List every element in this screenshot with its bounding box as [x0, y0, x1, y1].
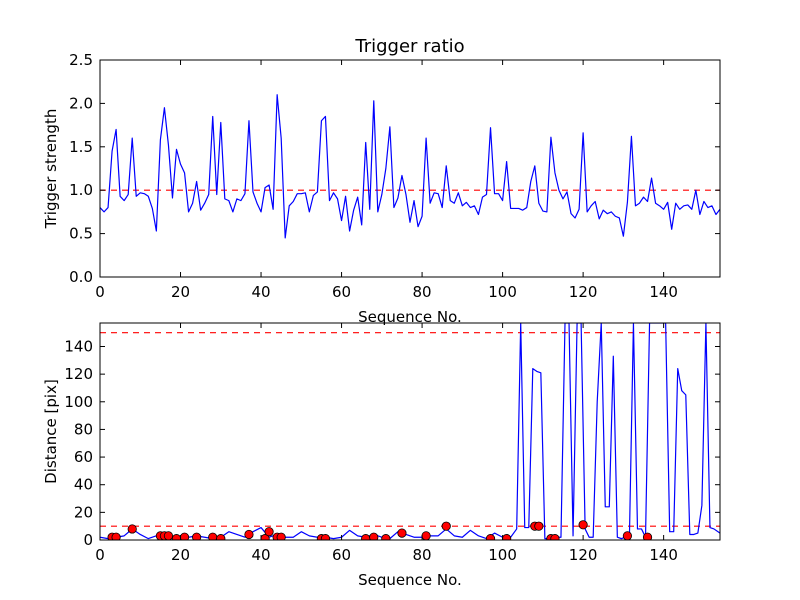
axes-frame [99, 322, 721, 541]
y-tick-label: 0.0 [69, 268, 93, 286]
x-tick-label: 0 [95, 283, 105, 301]
y-tick-label: 0.5 [69, 225, 93, 243]
x-tick-label: 40 [251, 546, 270, 564]
marker-point [276, 532, 286, 540]
marker-point [397, 528, 407, 538]
chart-title: Trigger ratio [354, 36, 464, 57]
x-tick-label: 100 [488, 283, 517, 301]
x-tick-label: 140 [649, 546, 678, 564]
plot-area [100, 94, 720, 239]
marker-point [622, 531, 633, 540]
x-tick-label: 120 [569, 283, 598, 301]
x-tick-label: 20 [171, 283, 190, 301]
y-tick-label: 40 [74, 476, 93, 494]
y-tick-label: 2.5 [69, 51, 93, 69]
x-tick-label: 20 [171, 546, 190, 564]
marker-point [421, 531, 431, 540]
x-tick-label: 60 [332, 283, 351, 301]
plot-area [100, 323, 720, 540]
distance-panel: 0 20 40 60 80 100 120 140 0 20 40 60 80 100 120 140 Sequ… [42, 322, 721, 589]
x-tick-label: 40 [251, 283, 270, 301]
x-tick-label: 80 [413, 283, 432, 301]
marker-point [642, 532, 653, 540]
y-tick-label: 60 [74, 448, 93, 466]
marker-point [163, 531, 174, 540]
marker-point [485, 534, 496, 540]
marker-point [244, 529, 254, 540]
marker-point [534, 521, 544, 531]
x-tick-label: 80 [413, 546, 432, 564]
series-line [100, 94, 720, 239]
marker-point [216, 534, 226, 540]
marker-point [369, 532, 379, 540]
x-tick-label: 120 [569, 546, 598, 564]
x-tick-label: 140 [649, 283, 678, 301]
marker-point [550, 534, 560, 540]
x-axis-label: Sequence No. [358, 308, 462, 326]
y-tick-label: 120 [64, 365, 93, 383]
marker-point [192, 532, 202, 540]
marker-point [264, 527, 274, 537]
trigger-ratio-panel: 0 20 40 60 80 100 120 140 0.0 0.5 1.0 1.5 2.0 2.5 Trig… [42, 36, 721, 326]
marker-point [320, 534, 331, 540]
y-tick-label: 0 [83, 531, 93, 549]
marker-point [578, 520, 588, 530]
marker-point [381, 534, 391, 540]
y-tick-label: 1.5 [69, 138, 93, 156]
y-tick-label: 2.0 [69, 94, 93, 112]
x-tick-label: 100 [488, 546, 517, 564]
y-axis-label: Trigger strength [42, 109, 60, 230]
y-axis-label: Distance [pix] [42, 379, 60, 484]
y-tick-label: 1.0 [69, 181, 93, 199]
y-tick-label: 100 [64, 393, 93, 411]
x-tick-label: 60 [332, 546, 351, 564]
axes-frame [99, 59, 721, 278]
x-axis-label: Sequence No. [358, 571, 462, 589]
marker-point [127, 524, 137, 534]
y-tick-label: 140 [64, 337, 93, 355]
marker-point [441, 521, 451, 531]
marker-point [111, 532, 121, 540]
y-tick-label: 80 [74, 420, 93, 438]
y-tick-label: 20 [74, 503, 93, 521]
x-tick-label: 0 [95, 546, 105, 564]
